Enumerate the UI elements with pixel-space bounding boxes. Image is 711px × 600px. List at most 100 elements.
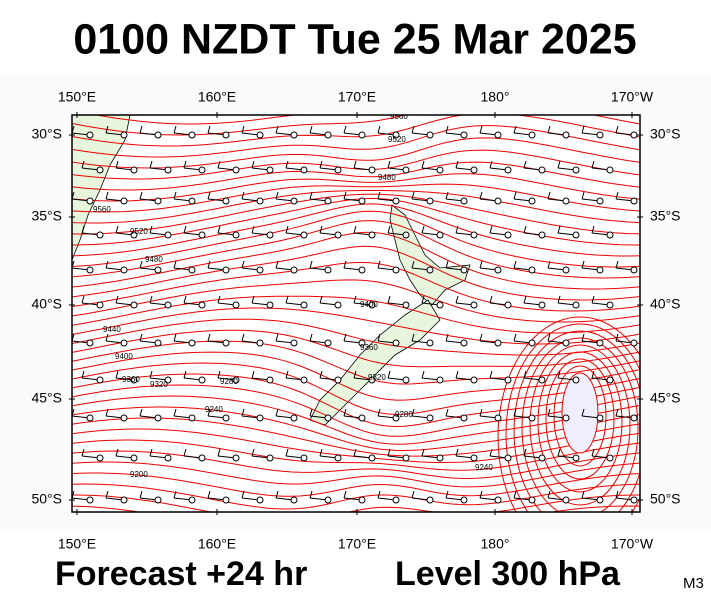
wind-barb [523, 370, 527, 379]
contour-label: 9200 [130, 470, 148, 479]
wind-barb [207, 490, 211, 499]
station [562, 414, 570, 422]
contour [505, 323, 640, 512]
wind-barb [421, 160, 425, 169]
wind-barb [353, 225, 357, 234]
station [460, 197, 468, 205]
wind-barb [115, 295, 119, 304]
station [232, 454, 240, 462]
station [630, 197, 638, 205]
station [86, 131, 94, 139]
station [596, 414, 604, 422]
wind-barb [251, 225, 255, 234]
wind-barb [489, 370, 493, 379]
axes: 150°E 150°E 160°E 160°E 170°E 170°E 180° 180° 17… [31, 89, 680, 552]
station [436, 454, 444, 462]
wind-barb [343, 260, 347, 269]
station [154, 197, 162, 205]
lon-label-top: 160°E [198, 89, 236, 105]
station [402, 301, 410, 309]
wind-barb [421, 225, 425, 234]
station [368, 376, 376, 384]
station [528, 266, 536, 274]
station [188, 496, 196, 504]
station [334, 231, 342, 239]
wind-barb [411, 490, 415, 499]
station [504, 231, 512, 239]
wind-barb [479, 191, 483, 200]
wind-barb [353, 160, 357, 169]
wind-barb [615, 408, 619, 417]
map-area [72, 115, 640, 512]
station [96, 376, 104, 384]
wind-barb [343, 125, 347, 134]
station [426, 266, 434, 274]
contour [72, 318, 640, 356]
contour-labels: 9560 9520 9480 9560 9520 9480 9440 9400 … [93, 115, 493, 479]
wind-barb [207, 191, 211, 200]
lon-label-bottom: 160°E [198, 536, 236, 552]
contour-label: 9560 [93, 205, 111, 214]
wind-barb [115, 160, 119, 169]
wind-barb [149, 448, 153, 457]
wind-barb [353, 448, 357, 457]
station [324, 131, 332, 139]
wind-barb [547, 125, 551, 134]
wind-barb [251, 160, 255, 169]
station [300, 166, 308, 174]
station [96, 301, 104, 309]
contour [72, 137, 640, 169]
wind-barb [319, 160, 323, 169]
station [222, 339, 230, 347]
station [368, 301, 376, 309]
wind-barb [81, 160, 85, 169]
wind-barb [479, 490, 483, 499]
lon-label-bottom: 180° [481, 536, 510, 552]
wind-barb [139, 333, 143, 342]
wind-barb [139, 408, 143, 417]
station [290, 266, 298, 274]
contour [553, 365, 607, 467]
station [392, 339, 400, 347]
station [572, 454, 580, 462]
wind-barb [591, 370, 595, 379]
station [256, 266, 264, 274]
station [300, 376, 308, 384]
wind-barb [309, 408, 313, 417]
station [324, 197, 332, 205]
station [120, 339, 128, 347]
station [392, 131, 400, 139]
level-label: Level 300 hPa [395, 555, 621, 593]
contour [72, 210, 640, 268]
wind-barb [217, 370, 221, 379]
wind-barb [377, 191, 381, 200]
wind-barb [217, 160, 221, 169]
wind-barb [387, 225, 391, 234]
lat-label-right: 50°S [650, 491, 681, 507]
contour-label: 9480 [378, 173, 396, 182]
station [562, 131, 570, 139]
station [470, 166, 478, 174]
wind-barb [251, 370, 255, 379]
station [324, 266, 332, 274]
wind-barb [309, 125, 313, 134]
wind-barb [377, 490, 381, 499]
station [130, 376, 138, 384]
station [334, 376, 342, 384]
wind-barb [479, 260, 483, 269]
wind-barb [319, 225, 323, 234]
contour-label: 9440 [103, 325, 121, 334]
station [494, 339, 502, 347]
station [402, 231, 410, 239]
wind-barb [479, 408, 483, 417]
contour-label: 9360 [122, 375, 140, 384]
station [606, 301, 614, 309]
contour [545, 358, 615, 480]
station [120, 496, 128, 504]
station [154, 131, 162, 139]
wind-barb [547, 260, 551, 269]
wind-barb [217, 448, 221, 457]
wind-barb [309, 333, 313, 342]
station [232, 166, 240, 174]
wind-barb [523, 160, 527, 169]
